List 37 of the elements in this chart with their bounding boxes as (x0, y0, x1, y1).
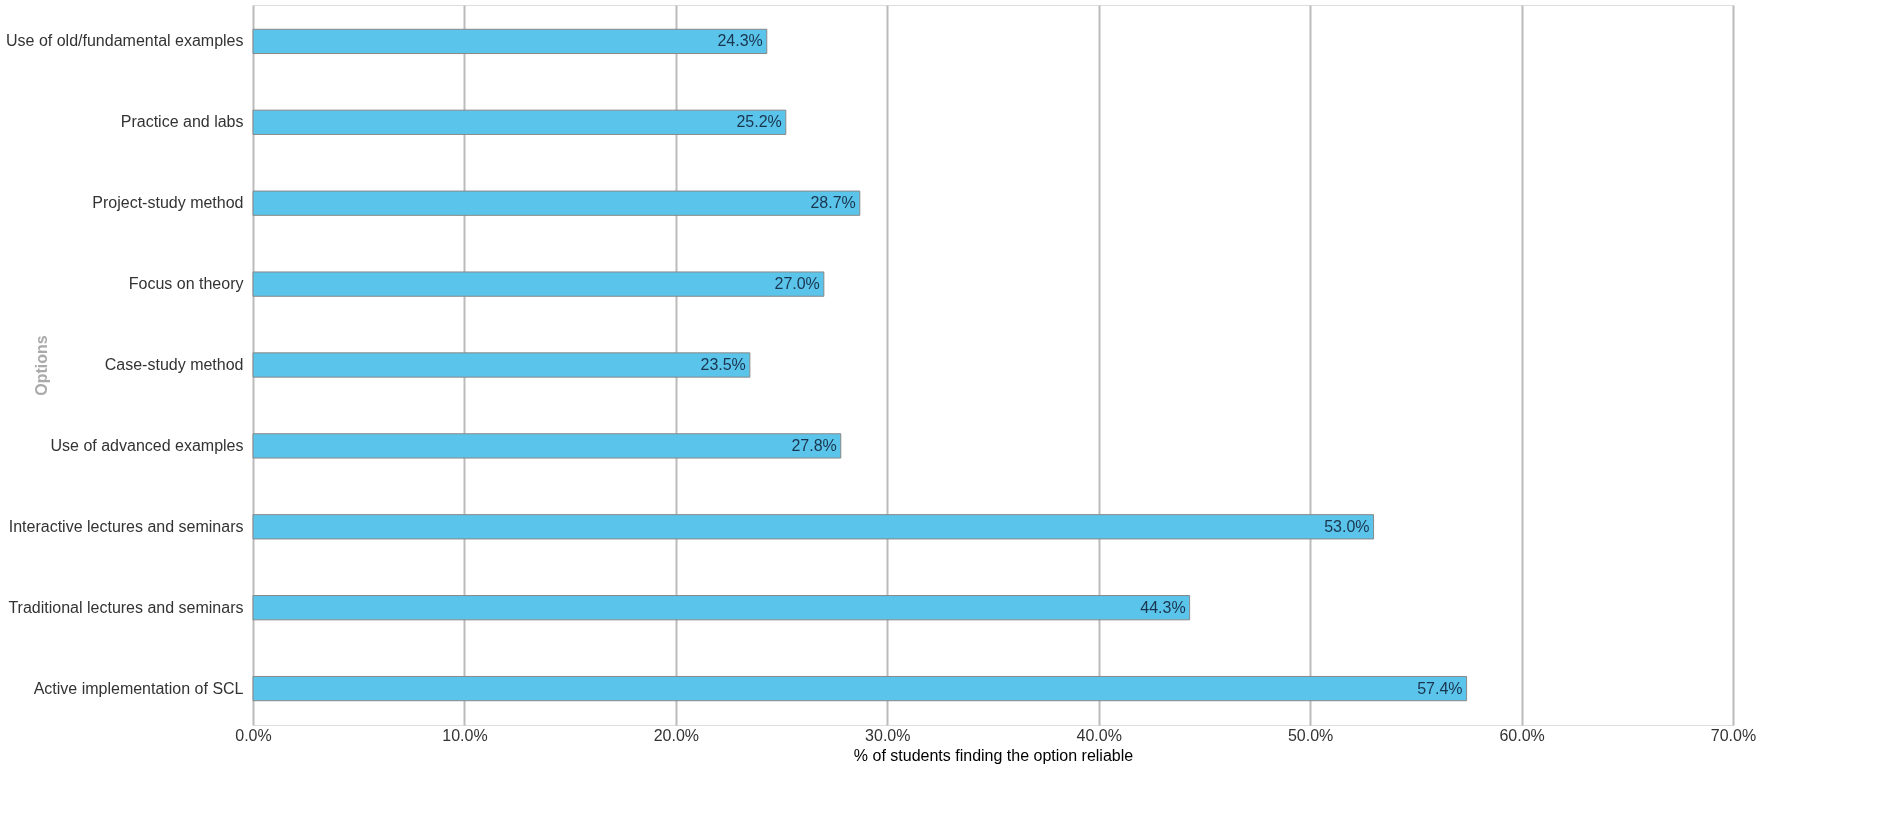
bar (252, 595, 1191, 621)
x-tick-label: 60.0% (1499, 726, 1545, 744)
data-label: 53.0% (1324, 517, 1370, 535)
data-label: 27.0% (774, 275, 820, 293)
bar (252, 190, 861, 216)
y-tick-label: Use of old/fundamental examples (6, 32, 244, 50)
y-tick-label: Project-study method (92, 194, 244, 212)
x-tick-label: 50.0% (1287, 726, 1334, 744)
x-tick-label: 0.0% (235, 726, 272, 744)
y-tick-label: Use of advanced examples (50, 436, 244, 454)
x-tick-label: 10.0% (442, 726, 488, 744)
data-label: 27.8% (791, 436, 837, 454)
data-label: 23.5% (700, 356, 746, 373)
x-axis-title: % of students finding the option reliable (853, 746, 1134, 764)
y-tick-label: Interactive lectures and seminars (8, 517, 244, 535)
y-tick-label: Traditional lectures and seminars (8, 598, 244, 616)
data-label: 24.3% (717, 32, 763, 50)
bar (252, 675, 1468, 702)
y-axis-title: Options (32, 335, 50, 396)
bar (252, 433, 842, 459)
bar (252, 28, 768, 55)
bar (252, 109, 787, 135)
y-tick-label: Case-study method (104, 356, 244, 373)
bar (252, 514, 1375, 540)
bar (252, 352, 751, 378)
x-tick-label: 30.0% (865, 726, 911, 744)
x-tick-label: 20.0% (653, 726, 700, 744)
x-tick-label: 40.0% (1076, 726, 1122, 744)
data-label: 57.4% (1417, 679, 1463, 697)
bar (252, 271, 825, 297)
data-label: 28.7% (810, 194, 856, 212)
x-tick-label: 70.0% (1710, 726, 1757, 744)
y-tick-label: Active implementation of SCL (33, 679, 244, 697)
y-tick-label: Focus on theory (128, 275, 244, 293)
y-tick-label: Practice and labs (120, 113, 244, 131)
data-label: 25.2% (736, 113, 782, 131)
data-label: 44.3% (1140, 598, 1186, 616)
